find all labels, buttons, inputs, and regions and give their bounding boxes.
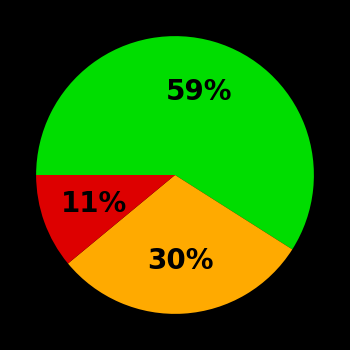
Wedge shape <box>68 175 292 314</box>
Text: 59%: 59% <box>166 78 232 106</box>
Wedge shape <box>36 36 314 250</box>
Text: 30%: 30% <box>147 247 214 275</box>
Text: 11%: 11% <box>61 190 127 218</box>
Wedge shape <box>36 175 175 264</box>
